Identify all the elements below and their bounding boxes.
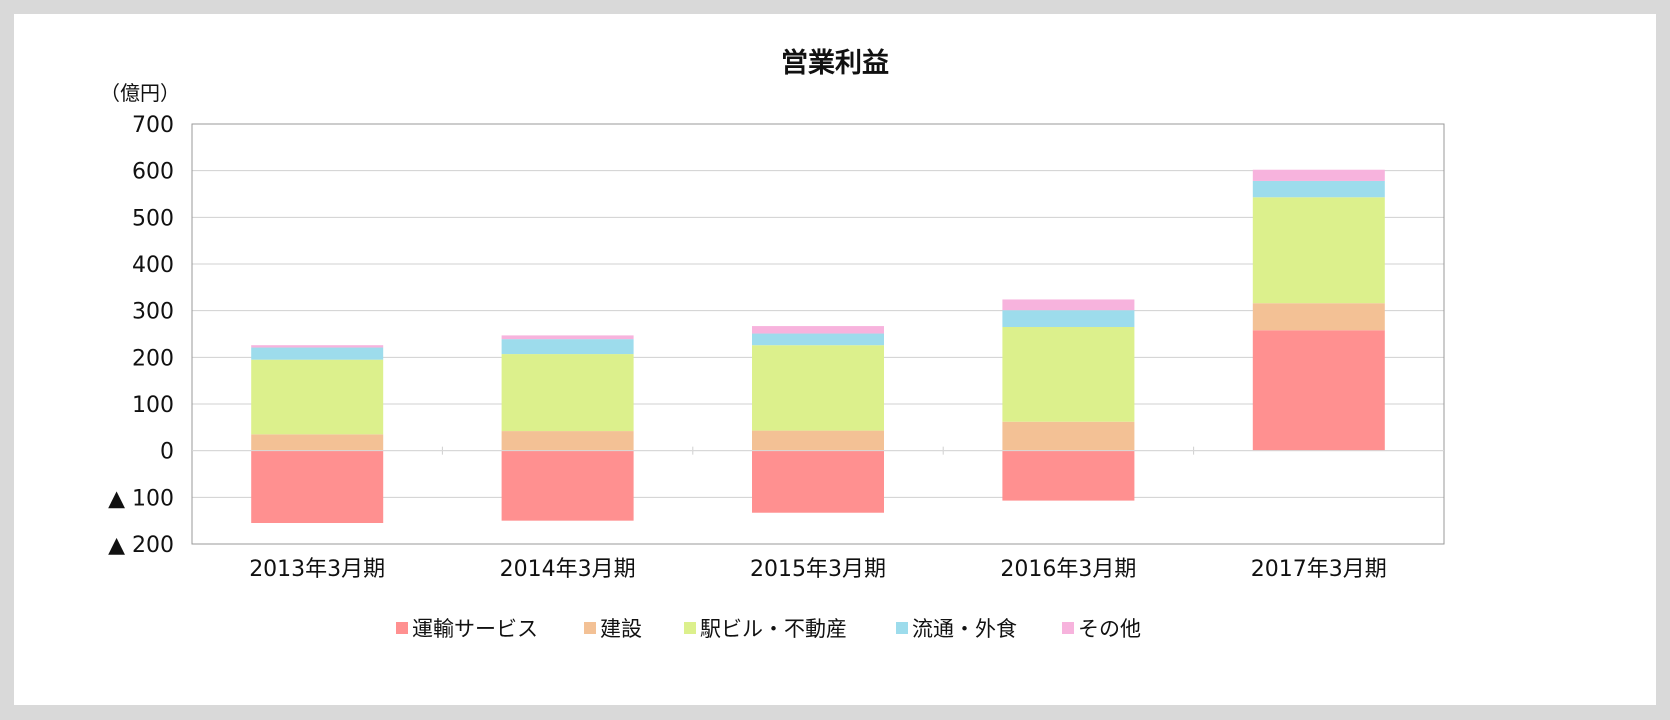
x-tick-label: 2014年3月期 xyxy=(500,557,636,582)
y-tick-label: 300 xyxy=(132,300,174,325)
bar-segment xyxy=(1252,197,1385,304)
y-tick-label: 400 xyxy=(132,253,174,278)
stacked-bar-chart: 営業利益 （億円） 700 600 500 400 300 200 100 0 ▲ 100 ▲ 2… xyxy=(100,47,1445,641)
legend-swatch xyxy=(1062,622,1074,634)
legend-label: 駅ビル・不動産 xyxy=(700,617,847,641)
y-tick-label: ▲ 200 xyxy=(108,533,174,558)
x-tick-label: 2017年3月期 xyxy=(1251,557,1387,582)
bar-segment xyxy=(501,431,634,451)
bar-segment xyxy=(251,345,384,348)
bar-segment xyxy=(752,333,884,346)
y-tick-label: 0 xyxy=(160,440,174,465)
legend-label: 運輸サービス xyxy=(412,617,538,641)
bar-segment xyxy=(1002,327,1135,422)
x-tick-label: 2016年3月期 xyxy=(1000,557,1136,582)
y-tick-label: 100 xyxy=(132,393,174,418)
bar-segment xyxy=(501,450,634,521)
bar-segment xyxy=(1252,169,1385,181)
bar-segment xyxy=(251,359,384,435)
y-tick-label: 200 xyxy=(132,346,174,371)
bar-segment xyxy=(752,430,884,451)
bar-segment xyxy=(251,450,384,523)
chart-title: 営業利益 xyxy=(781,47,889,79)
y-tick-label: 700 xyxy=(132,113,174,138)
legend-swatch xyxy=(396,622,408,634)
plot-border xyxy=(191,123,1445,545)
bar-segment xyxy=(501,335,634,340)
unit-label: （億円） xyxy=(100,81,180,105)
x-tick-label: 2015年3月期 xyxy=(750,557,886,582)
bar-segment xyxy=(1252,180,1385,198)
chart-frame: 営業利益 （億円） 700 600 500 400 300 200 100 0 ▲ 100 ▲ 2… xyxy=(14,14,1656,705)
bar-segment xyxy=(1002,450,1135,501)
legend-swatch xyxy=(584,622,596,634)
y-tick-label: 600 xyxy=(132,160,174,185)
legend-label: 建設 xyxy=(600,617,642,641)
bar-segment xyxy=(501,354,634,432)
bar-segment xyxy=(752,345,884,431)
y-tick-label: ▲ 100 xyxy=(108,486,174,511)
legend-label: 流通・外食 xyxy=(912,617,1017,641)
bar-segment xyxy=(1002,299,1135,311)
bar-segment xyxy=(752,450,884,513)
bar-segment xyxy=(1252,330,1385,451)
legend: 運輸サービス 建設 駅ビル・不動産 流通・外食 その他 xyxy=(396,617,1141,641)
legend-swatch xyxy=(684,622,696,634)
legend-label: その他 xyxy=(1078,617,1141,641)
bar-segment xyxy=(251,434,384,451)
bar-segment xyxy=(251,347,384,360)
bar-segment xyxy=(1252,303,1385,331)
bar-segment xyxy=(1002,421,1135,451)
bar-segment xyxy=(752,326,884,334)
y-tick-label: 500 xyxy=(132,206,174,231)
plot-area: 700 600 500 400 300 200 100 0 ▲ 100 ▲ 200 2013年3月期… xyxy=(108,113,1445,582)
legend-swatch xyxy=(896,622,908,634)
bar-segment xyxy=(501,339,634,355)
x-tick-label: 2013年3月期 xyxy=(249,557,385,582)
bar-segment xyxy=(1002,310,1135,327)
